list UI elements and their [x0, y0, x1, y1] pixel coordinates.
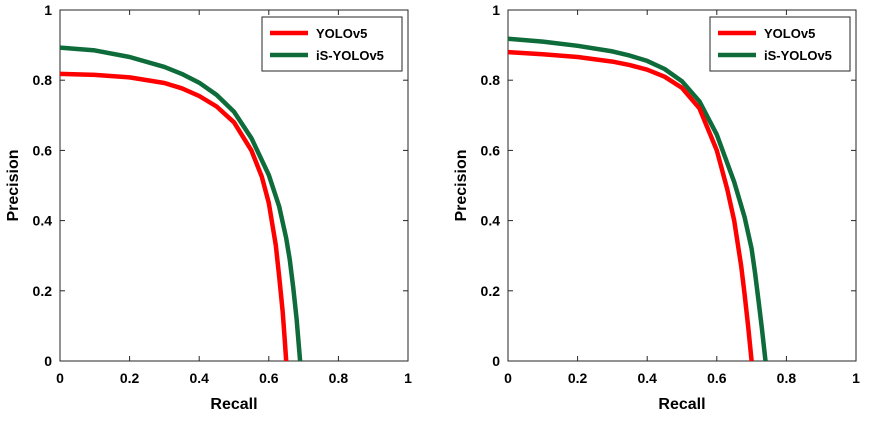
x-axis-label: Recall [210, 396, 257, 413]
legend: YOLOv5 iS-YOLOv5 [261, 16, 403, 72]
chart-panel-2: 0 0.2 0.4 0.6 0.8 1 0 0.2 0.4 0.6 0.8 1 Recall Precis… [453, 2, 860, 413]
y-tick-label: 0 [44, 353, 52, 369]
series-line-is-yolov5 [507, 36, 768, 362]
x-tick-label: 0.4 [189, 370, 209, 386]
x-tick-label: 0.8 [329, 370, 349, 386]
legend-label: iS-YOLOv5 [764, 48, 832, 63]
y-axis-label: Precision [453, 149, 470, 221]
legend-box [709, 16, 851, 72]
legend-label: YOLOv5 [316, 26, 367, 41]
y-tick-label: 0.6 [481, 142, 501, 158]
y-tick-label: 0.4 [33, 213, 53, 229]
legend-box [261, 16, 403, 72]
x-tick-label: 0.6 [707, 370, 727, 386]
x-tick-label: 0.6 [259, 370, 279, 386]
y-tick-label: 1 [44, 2, 52, 18]
series-line-is-yolov5 [59, 45, 303, 362]
x-tick-label: 0.8 [777, 370, 797, 386]
series-line-yolov5 [59, 71, 289, 362]
x-tick-label: 0.2 [120, 370, 140, 386]
y-tick-label: 0.2 [481, 283, 501, 299]
y-tick-label: 0.2 [33, 283, 53, 299]
y-tick-label: 0.6 [33, 142, 53, 158]
y-tick-label: 0.4 [481, 213, 501, 229]
y-axis-label: Precision [5, 149, 22, 221]
x-tick-label: 0 [56, 370, 64, 386]
x-axis-label: Recall [658, 396, 705, 413]
x-tick-label: 1 [852, 370, 860, 386]
legend: YOLOv5 iS-YOLOv5 [709, 16, 851, 72]
x-tick-label: 1 [404, 370, 412, 386]
series-line-yolov5 [507, 49, 754, 362]
x-tick-label: 0.4 [637, 370, 657, 386]
y-tick-label: 0.8 [33, 72, 53, 88]
x-tick-label: 0.2 [568, 370, 588, 386]
chart-panel-1: 0 0.2 0.4 0.6 0.8 1 0 0.2 0.4 0.6 0.8 1 Recall Precis… [5, 2, 412, 413]
legend-label: iS-YOLOv5 [316, 48, 384, 63]
y-tick-label: 0.8 [481, 72, 501, 88]
y-tick-label: 0 [492, 353, 500, 369]
legend-label: YOLOv5 [764, 26, 815, 41]
x-tick-label: 0 [504, 370, 512, 386]
y-tick-label: 1 [492, 2, 500, 18]
